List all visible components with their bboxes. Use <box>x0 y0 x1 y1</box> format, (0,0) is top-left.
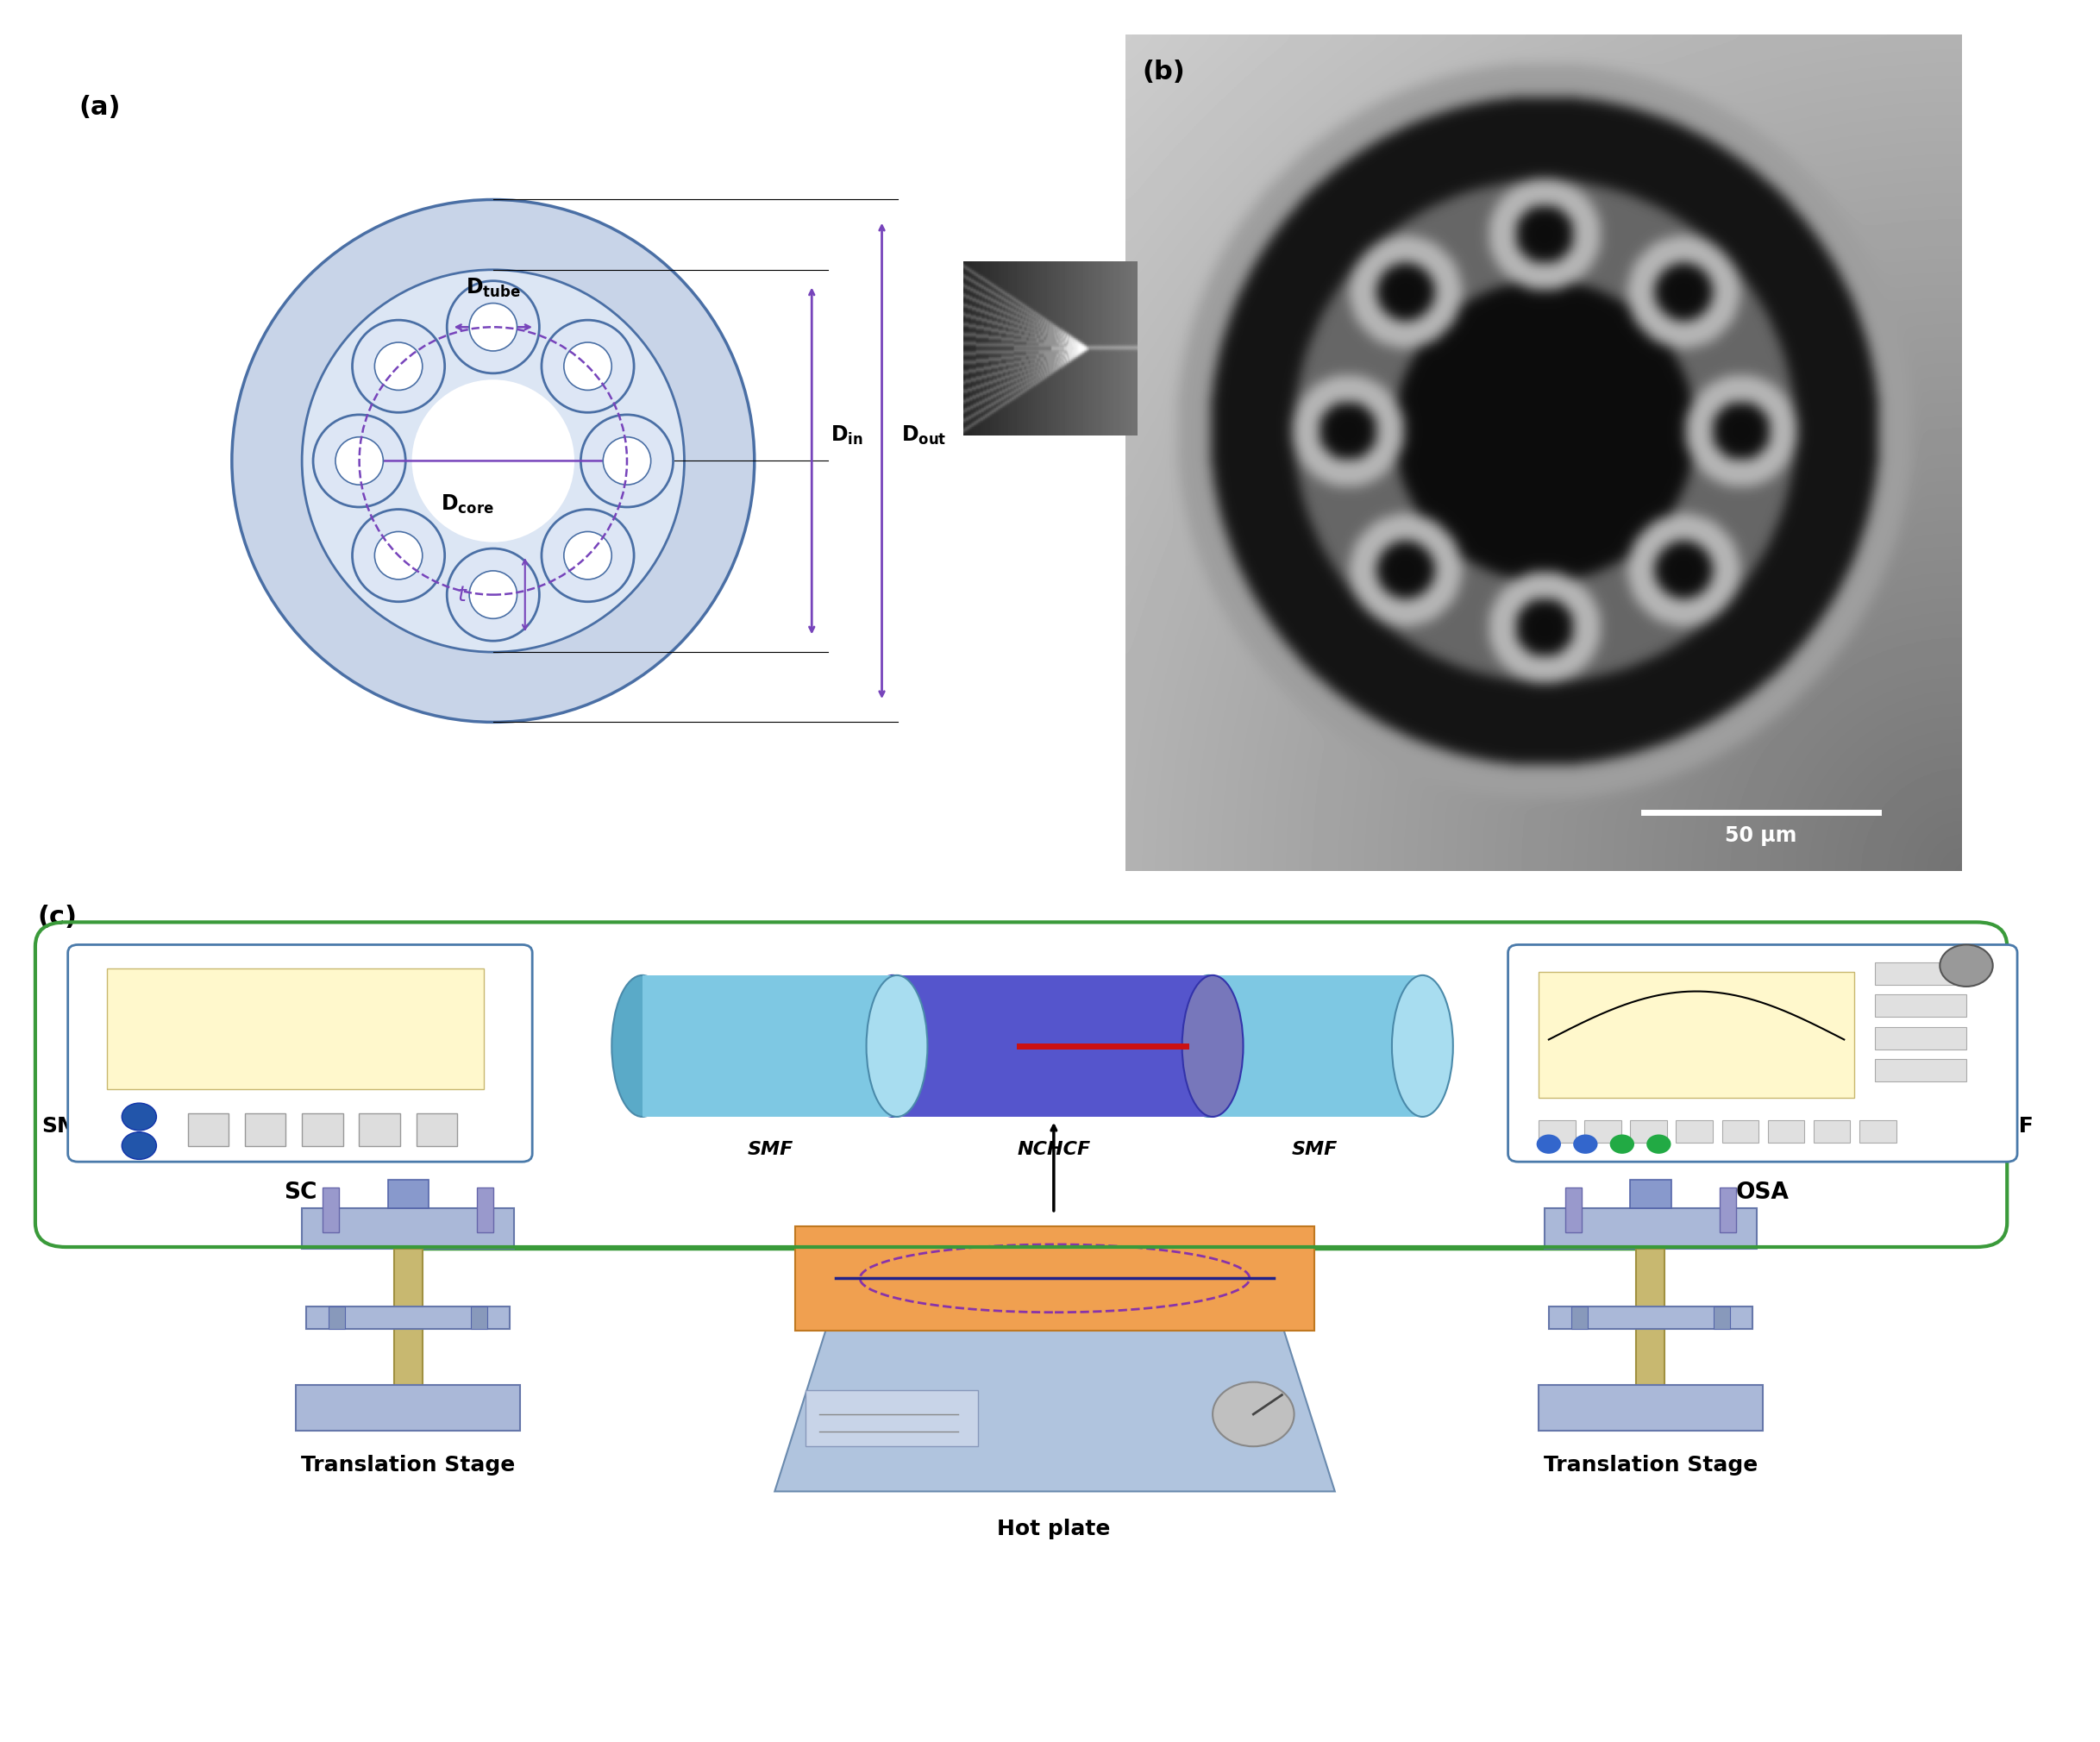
Bar <box>323 1188 338 1233</box>
Ellipse shape <box>1182 976 1243 1117</box>
Bar <box>302 1113 342 1146</box>
Bar <box>804 1390 979 1446</box>
Text: SMF: SMF <box>748 1141 794 1158</box>
FancyBboxPatch shape <box>1508 944 2018 1162</box>
Circle shape <box>1646 1134 1672 1153</box>
Circle shape <box>122 1132 158 1160</box>
Bar <box>107 969 483 1089</box>
Bar <box>1539 972 1854 1097</box>
Circle shape <box>302 270 685 652</box>
Bar <box>1858 1120 1896 1143</box>
Text: SMF: SMF <box>42 1117 92 1138</box>
Bar <box>1546 1209 1756 1249</box>
Bar <box>1814 1120 1850 1143</box>
Circle shape <box>1537 1134 1560 1153</box>
Circle shape <box>542 509 634 601</box>
Text: $\mathbf{D}_{\mathbf{in}}$: $\mathbf{D}_{\mathbf{in}}$ <box>832 423 863 446</box>
Bar <box>1720 1188 1737 1233</box>
Bar <box>1636 1249 1665 1385</box>
Text: SMF: SMF <box>1292 1141 1338 1158</box>
Bar <box>892 976 1212 1117</box>
Bar <box>477 1188 493 1233</box>
Circle shape <box>565 531 611 580</box>
Ellipse shape <box>611 976 672 1117</box>
Bar <box>1768 1120 1804 1143</box>
Text: Translation Stage: Translation Stage <box>300 1455 514 1475</box>
Bar <box>1875 1026 1966 1049</box>
Text: OSA: OSA <box>1737 1181 1789 1204</box>
Bar <box>1722 1120 1758 1143</box>
Ellipse shape <box>1178 976 1239 1117</box>
Text: Hot plate: Hot plate <box>998 1519 1111 1540</box>
Ellipse shape <box>863 976 924 1117</box>
Ellipse shape <box>1392 976 1453 1117</box>
Text: SMF: SMF <box>1982 1117 2033 1138</box>
Circle shape <box>603 437 651 484</box>
Bar <box>296 1385 521 1430</box>
Bar <box>359 1113 399 1146</box>
Text: $\mathbf{D}_{\mathbf{tube}}$: $\mathbf{D}_{\mathbf{tube}}$ <box>466 277 521 300</box>
Bar <box>1676 1120 1714 1143</box>
Circle shape <box>1212 1381 1294 1446</box>
Circle shape <box>582 415 674 507</box>
Circle shape <box>231 200 754 723</box>
Circle shape <box>1573 1134 1598 1153</box>
Bar <box>302 1209 514 1249</box>
Bar <box>1550 1306 1751 1329</box>
Circle shape <box>542 321 634 413</box>
Bar <box>796 1226 1315 1331</box>
Bar <box>1875 962 1966 984</box>
Text: Translation Stage: Translation Stage <box>1544 1455 1758 1475</box>
Text: 50 μm: 50 μm <box>1724 826 1798 847</box>
Text: (a): (a) <box>80 94 122 120</box>
Bar <box>1583 1120 1621 1143</box>
Circle shape <box>374 531 422 580</box>
Text: $\mathbf{D}_{\mathbf{core}}$: $\mathbf{D}_{\mathbf{core}}$ <box>441 493 493 516</box>
Circle shape <box>468 303 517 350</box>
Bar <box>1875 1059 1966 1082</box>
Circle shape <box>374 343 422 390</box>
Bar <box>643 976 897 1117</box>
Bar <box>1564 1188 1581 1233</box>
Text: NCHCF: NCHCF <box>1016 1141 1090 1158</box>
Bar <box>246 1113 286 1146</box>
Circle shape <box>447 549 540 641</box>
Circle shape <box>412 380 575 542</box>
Text: SC: SC <box>284 1181 317 1204</box>
Circle shape <box>565 343 611 390</box>
Bar <box>416 1113 458 1146</box>
Bar <box>1630 1120 1667 1143</box>
Circle shape <box>353 321 445 413</box>
Text: (c): (c) <box>38 904 78 930</box>
Circle shape <box>122 1103 158 1131</box>
Circle shape <box>1940 944 1993 986</box>
Ellipse shape <box>867 976 928 1117</box>
Circle shape <box>313 415 405 507</box>
FancyBboxPatch shape <box>67 944 531 1162</box>
Circle shape <box>447 280 540 373</box>
Polygon shape <box>775 1331 1336 1491</box>
Circle shape <box>468 571 517 618</box>
Bar <box>1539 1120 1575 1143</box>
Bar <box>1539 1385 1762 1430</box>
Bar <box>1571 1306 1588 1329</box>
Bar <box>307 1306 510 1329</box>
Circle shape <box>336 437 382 484</box>
Bar <box>388 1179 428 1209</box>
Circle shape <box>353 509 445 601</box>
Text: (b): (b) <box>1142 59 1184 85</box>
Bar <box>395 1249 422 1385</box>
Bar <box>1714 1306 1730 1329</box>
Text: $\mathbf{D}_{\mathbf{out}}$: $\mathbf{D}_{\mathbf{out}}$ <box>901 423 947 446</box>
Text: $t$: $t$ <box>458 584 468 604</box>
Circle shape <box>1611 1134 1634 1153</box>
Bar <box>1630 1179 1672 1209</box>
Bar <box>189 1113 229 1146</box>
Bar <box>328 1306 344 1329</box>
Bar <box>1875 995 1966 1017</box>
Bar <box>470 1306 487 1329</box>
Bar <box>1210 976 1422 1117</box>
